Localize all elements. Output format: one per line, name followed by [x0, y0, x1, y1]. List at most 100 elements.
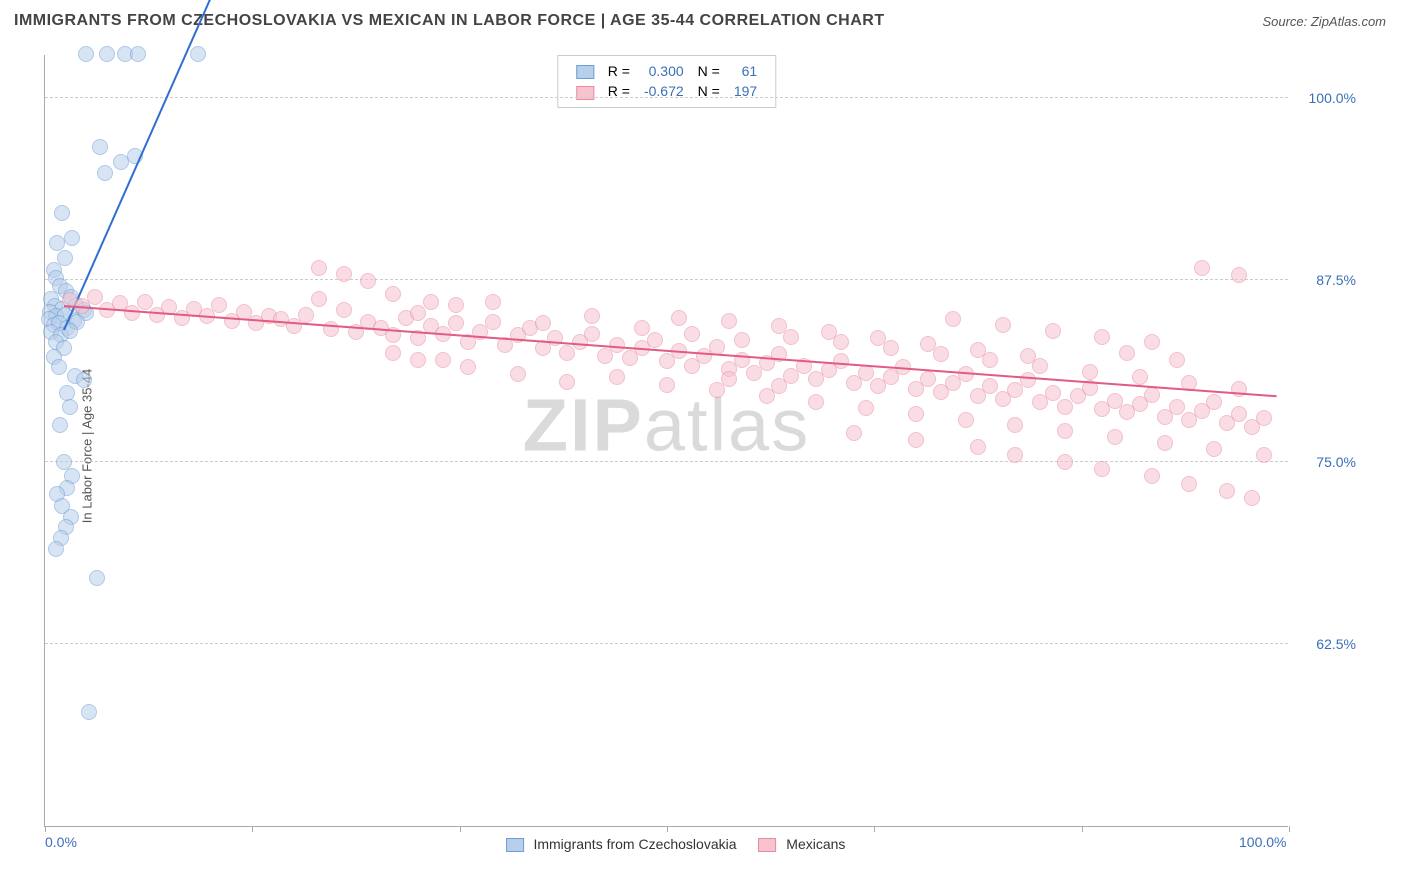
scatter-point	[1082, 364, 1098, 380]
scatter-point	[48, 541, 64, 557]
x-tick	[874, 826, 875, 832]
scatter-point	[1206, 441, 1222, 457]
x-tick	[667, 826, 668, 832]
scatter-point	[945, 311, 961, 327]
scatter-point	[634, 320, 650, 336]
series-legend: Immigrants from Czechoslovakia Mexicans	[488, 836, 846, 852]
scatter-point	[87, 289, 103, 305]
scatter-point	[908, 406, 924, 422]
scatter-point	[1045, 385, 1061, 401]
scatter-point	[1256, 410, 1272, 426]
x-tick	[1289, 826, 1290, 832]
scatter-point	[54, 205, 70, 221]
scatter-point	[970, 439, 986, 455]
scatter-point	[97, 165, 113, 181]
scatter-point	[584, 308, 600, 324]
scatter-point	[52, 417, 68, 433]
scatter-point	[311, 260, 327, 276]
scatter-point	[858, 365, 874, 381]
scatter-point	[89, 570, 105, 586]
correlation-legend: R = 0.300 N = 61 R = -0.672 N = 197	[557, 55, 776, 108]
scatter-point	[1107, 429, 1123, 445]
scatter-point	[311, 291, 327, 307]
scatter-point	[609, 369, 625, 385]
scatter-point	[821, 324, 837, 340]
scatter-point	[78, 46, 94, 62]
scatter-point	[1132, 369, 1148, 385]
scatter-point	[64, 230, 80, 246]
scatter-point	[1206, 394, 1222, 410]
scatter-point	[51, 359, 67, 375]
scatter-point	[385, 286, 401, 302]
scatter-point	[970, 342, 986, 358]
x-tick-label: 0.0%	[45, 834, 77, 850]
scatter-point	[113, 154, 129, 170]
scatter-point	[671, 310, 687, 326]
scatter-point	[1244, 490, 1260, 506]
scatter-point	[448, 297, 464, 313]
scatter-point	[211, 297, 227, 313]
scatter-point	[1020, 348, 1036, 364]
scatter-point	[1119, 345, 1135, 361]
scatter-point	[721, 313, 737, 329]
gridline-h	[45, 97, 1288, 98]
scatter-point	[982, 352, 998, 368]
r-label: R =	[602, 82, 636, 100]
scatter-point	[49, 235, 65, 251]
scatter-point	[1094, 461, 1110, 477]
scatter-point	[1045, 323, 1061, 339]
scatter-point	[883, 340, 899, 356]
scatter-point	[1007, 447, 1023, 463]
scatter-point	[721, 371, 737, 387]
scatter-point	[1144, 387, 1160, 403]
source-attribution: Source: ZipAtlas.com	[1262, 14, 1386, 29]
scatter-point	[137, 294, 153, 310]
scatter-point	[559, 374, 575, 390]
scatter-point	[62, 399, 78, 415]
scatter-point	[1057, 454, 1073, 470]
scatter-point	[1231, 406, 1247, 422]
x-tick	[45, 826, 46, 832]
scatter-point	[435, 352, 451, 368]
scatter-point	[808, 394, 824, 410]
scatter-point	[385, 345, 401, 361]
scatter-point	[1219, 483, 1235, 499]
scatter-point	[448, 315, 464, 331]
scatter-point	[1057, 423, 1073, 439]
scatter-point	[76, 372, 92, 388]
legend-row-series2: R = -0.672 N = 197	[570, 82, 763, 100]
scatter-point	[190, 46, 206, 62]
scatter-point	[771, 378, 787, 394]
y-tick-label: 62.5%	[1296, 636, 1356, 652]
scatter-point	[92, 139, 108, 155]
scatter-point	[485, 294, 501, 310]
swatch-series1	[576, 65, 594, 79]
legend-label-series1: Immigrants from Czechoslovakia	[533, 836, 736, 852]
scatter-point	[995, 317, 1011, 333]
scatter-point	[485, 314, 501, 330]
y-tick-label: 87.5%	[1296, 272, 1356, 288]
scatter-point	[81, 704, 97, 720]
scatter-point	[1144, 334, 1160, 350]
scatter-point	[709, 382, 725, 398]
watermark-bold: ZIP	[523, 384, 644, 467]
scatter-point	[783, 329, 799, 345]
scatter-point	[1157, 435, 1173, 451]
x-tick	[460, 826, 461, 832]
chart-container: IMMIGRANTS FROM CZECHOSLOVAKIA VS MEXICA…	[0, 0, 1406, 892]
legend-label-series2: Mexicans	[786, 836, 845, 852]
swatch-series2	[758, 838, 776, 852]
chart-title: IMMIGRANTS FROM CZECHOSLOVAKIA VS MEXICA…	[14, 12, 885, 30]
scatter-point	[130, 46, 146, 62]
watermark-light: atlas	[644, 384, 810, 467]
scatter-point	[1032, 358, 1048, 374]
n-value-series1: 61	[728, 62, 763, 80]
scatter-point	[1144, 468, 1160, 484]
scatter-point	[460, 359, 476, 375]
scatter-point	[1194, 260, 1210, 276]
n-label: N =	[692, 82, 726, 100]
n-label: N =	[692, 62, 726, 80]
gridline-h	[45, 279, 1288, 280]
swatch-series1	[506, 838, 524, 852]
y-tick-label: 75.0%	[1296, 454, 1356, 470]
